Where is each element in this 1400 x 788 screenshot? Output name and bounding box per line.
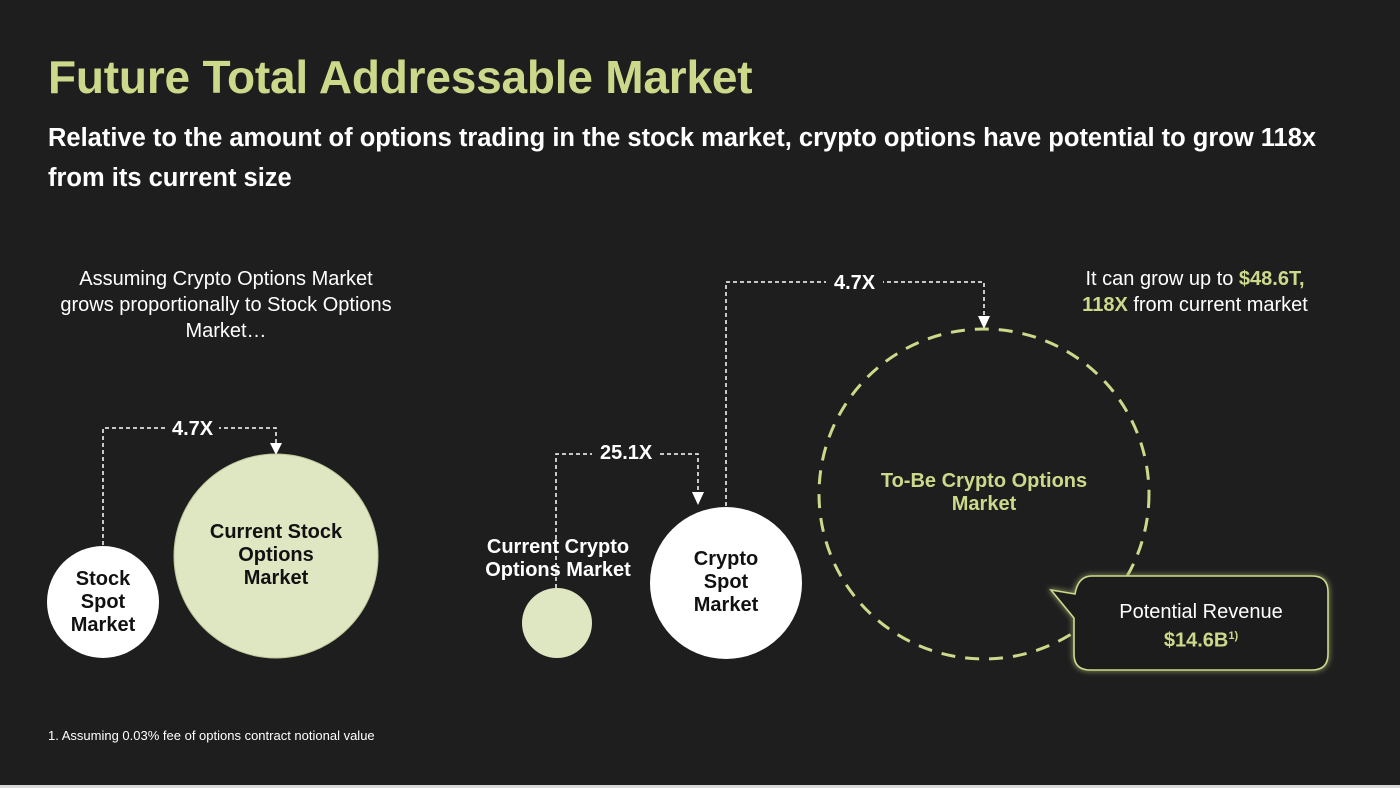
stock-spot-market-circle	[47, 546, 159, 658]
stock-multiplier-label: 4.7X	[166, 418, 220, 440]
assumption-text: Assuming Crypto Options Market grows pro…	[60, 268, 392, 342]
footnote-ref: 1)	[1228, 630, 1239, 642]
bottom-divider	[0, 785, 1400, 788]
growth-multiple: 118X	[1082, 294, 1128, 316]
arrow-down-icon	[270, 443, 282, 455]
callout-label: Potential Revenue	[1119, 601, 1283, 623]
current-crypto-options-market-circle	[522, 588, 592, 658]
callout-value: $14.6B1)	[1163, 629, 1239, 652]
crypto-ratio-multiplier-label: 25.1X	[592, 442, 661, 464]
potential-revenue-callout-shape	[1049, 575, 1329, 671]
current-stock-options-market-label: Current Stock Options Market	[209, 521, 343, 589]
page-subtitle: Relative to the amount of options tradin…	[48, 124, 1317, 192]
crypto-spot-market-label: Crypto Spot Market	[693, 548, 759, 616]
current-stock-options-market-circle	[173, 453, 379, 659]
growth-note: It can grow up to $48.6T, 118X from curr…	[1082, 268, 1308, 316]
arrow-down-icon	[692, 492, 704, 505]
footnote: 1. Assuming 0.03% fee of options contrac…	[48, 728, 375, 743]
current-crypto-options-market-label: Current Crypto Options Market	[485, 536, 631, 581]
stock-spot-market-label: Stock Spot Market	[70, 568, 136, 636]
to-be-crypto-options-market-label: To-Be Crypto Options Market	[880, 470, 1088, 515]
to-be-crypto-options-market-circle	[817, 327, 1151, 661]
potential-revenue-callout: Potential Revenue $14.6B1)	[1074, 576, 1328, 670]
tam-value: $48.6T,	[1238, 268, 1305, 290]
growth-multiplier-label: 4.7X	[826, 272, 884, 294]
arrow-down-icon	[978, 316, 990, 329]
page-title: Future Total Addressable Market	[48, 51, 753, 103]
crypto-spot-market-circle	[650, 507, 802, 659]
